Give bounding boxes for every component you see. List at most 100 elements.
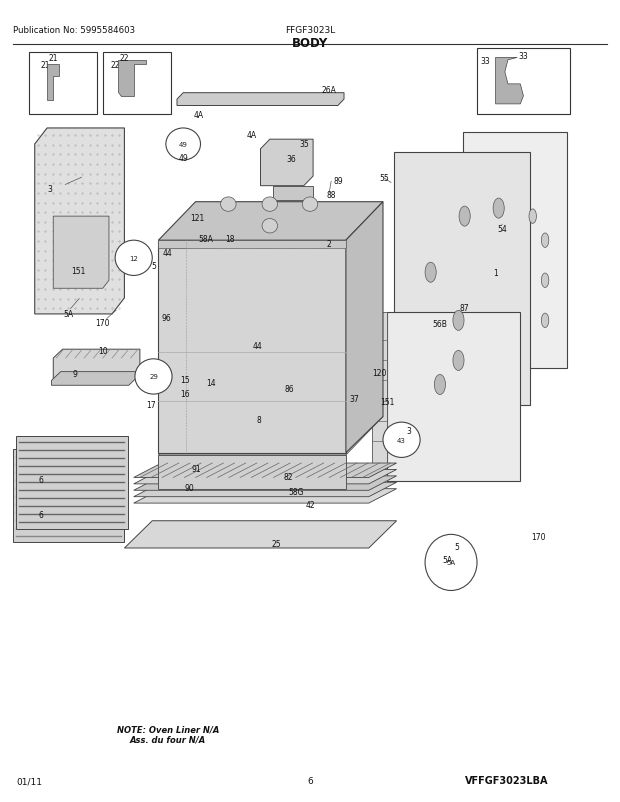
Text: 22: 22 [111,61,120,70]
Ellipse shape [453,311,464,331]
Text: 6: 6 [38,475,43,484]
Polygon shape [118,61,146,97]
Text: 151: 151 [71,267,85,276]
Text: 55: 55 [379,174,389,183]
Text: 170: 170 [531,533,546,541]
Polygon shape [35,129,125,314]
Text: eReplacementParts.com: eReplacementParts.com [215,406,405,420]
Polygon shape [53,350,140,379]
Polygon shape [47,65,60,101]
Text: 170: 170 [95,319,110,328]
Text: 25: 25 [271,539,281,548]
Text: 58G: 58G [289,488,304,496]
Polygon shape [159,456,346,489]
Text: 35: 35 [299,140,309,149]
Text: 43: 43 [397,437,406,444]
Text: 88: 88 [327,191,337,200]
Polygon shape [125,521,397,549]
Ellipse shape [262,219,278,233]
Text: 3: 3 [407,426,412,435]
Text: 3: 3 [48,185,53,194]
Text: 21: 21 [48,54,58,63]
Text: 22: 22 [120,54,129,63]
Text: 56B: 56B [433,320,448,329]
Polygon shape [177,94,344,107]
Text: 96: 96 [162,314,171,322]
Text: 01/11: 01/11 [16,776,42,785]
Text: 5A: 5A [64,310,74,319]
Polygon shape [134,483,397,497]
FancyBboxPatch shape [103,53,171,115]
Text: 58A: 58A [198,235,213,244]
Polygon shape [346,202,383,453]
Text: 42: 42 [305,500,315,509]
Polygon shape [372,313,388,465]
Ellipse shape [383,423,420,458]
Text: 4A: 4A [246,131,256,140]
Ellipse shape [541,314,549,328]
Text: 121: 121 [190,214,205,223]
Text: 151: 151 [380,397,394,407]
Text: 6: 6 [38,510,43,519]
Text: 82: 82 [283,472,293,481]
Polygon shape [495,59,523,105]
Text: 5: 5 [151,262,156,271]
FancyBboxPatch shape [29,53,97,115]
Text: 44: 44 [163,249,172,257]
Text: 36: 36 [286,155,296,164]
Polygon shape [273,186,313,200]
Polygon shape [51,372,138,386]
Text: VFFGF3023LBA: VFFGF3023LBA [464,776,548,785]
Polygon shape [16,436,128,529]
FancyBboxPatch shape [477,49,570,115]
Ellipse shape [115,241,153,276]
Text: FFGF3023L: FFGF3023L [285,26,335,35]
Polygon shape [134,464,397,478]
Text: 90: 90 [185,483,194,492]
Text: 86: 86 [285,384,294,394]
Ellipse shape [303,197,317,212]
Ellipse shape [221,197,236,212]
Text: 87: 87 [460,304,469,313]
Ellipse shape [135,359,172,395]
Text: BODY: BODY [292,37,328,50]
Text: 37: 37 [350,395,360,404]
Text: 91: 91 [192,464,202,473]
Text: 5A: 5A [446,560,456,565]
Ellipse shape [459,207,470,227]
Text: 18: 18 [225,235,234,244]
Ellipse shape [493,199,504,219]
Polygon shape [134,476,397,491]
Ellipse shape [529,209,536,224]
Text: 54: 54 [497,225,507,233]
Text: 6: 6 [307,776,313,785]
Text: 89: 89 [333,177,343,186]
Text: 33: 33 [480,57,490,66]
Text: Publication No: 5995584603: Publication No: 5995584603 [13,26,135,35]
Polygon shape [388,313,520,481]
Ellipse shape [453,351,464,371]
Ellipse shape [541,233,549,248]
Text: 49: 49 [179,154,188,163]
Text: 16: 16 [180,389,190,399]
Text: NOTE: Oven Liner N/A: NOTE: Oven Liner N/A [117,724,219,733]
Text: 2: 2 [326,240,331,249]
Text: 5A: 5A [442,555,453,564]
Polygon shape [159,241,346,453]
Text: Ass. du four N/A: Ass. du four N/A [130,735,206,743]
Text: 33: 33 [518,52,528,61]
Text: 12: 12 [129,256,138,261]
Text: 49: 49 [179,142,188,148]
Text: 21: 21 [41,61,50,70]
Text: 5: 5 [455,542,459,551]
Text: 29: 29 [149,374,158,380]
Polygon shape [463,133,567,369]
Polygon shape [260,140,313,186]
Text: 15: 15 [180,375,190,385]
Ellipse shape [262,197,278,212]
Polygon shape [159,241,346,249]
Text: 1: 1 [493,269,498,277]
Text: 9: 9 [73,369,78,379]
Polygon shape [134,489,397,504]
Polygon shape [394,153,529,405]
